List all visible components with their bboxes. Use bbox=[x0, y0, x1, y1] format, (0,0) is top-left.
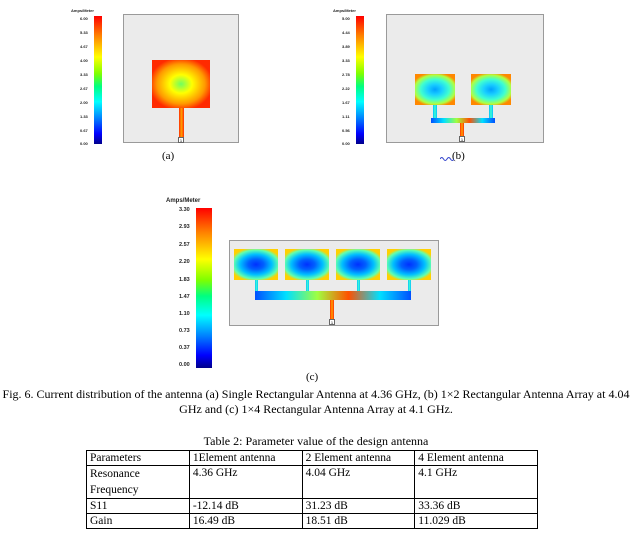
feed-branch bbox=[255, 280, 258, 292]
port-marker: 1 bbox=[459, 136, 465, 142]
simulation-panel bbox=[386, 14, 544, 143]
table-cell: 33.36 dB bbox=[414, 498, 538, 514]
colorbar-tick: 0.37 bbox=[179, 345, 190, 351]
colorbar-tick: 2.22 bbox=[342, 86, 350, 91]
table-cell: 16.49 dB bbox=[188, 513, 303, 529]
colorbar-tick: 3.30 bbox=[179, 207, 190, 213]
subfigure-label: (c) bbox=[306, 371, 319, 383]
table-row: Resonance Frequency 4.36 GHz 4.04 GHz 4.… bbox=[86, 465, 538, 499]
colorbar-tick: 2.78 bbox=[342, 72, 350, 77]
feed-line bbox=[330, 300, 334, 320]
colorbar-tick: 2.00 bbox=[80, 100, 88, 105]
feed-branch bbox=[306, 280, 309, 292]
feed-branch-right bbox=[489, 105, 493, 119]
spellcheck-squiggle bbox=[440, 157, 454, 161]
colorbar-tick: 0.00 bbox=[80, 141, 88, 146]
colorbar-tick: 0.67 bbox=[80, 128, 88, 133]
port-marker: 1 bbox=[178, 137, 184, 143]
feed-branch bbox=[408, 280, 411, 292]
table-cell: 18.51 dB bbox=[301, 513, 416, 529]
colorbar-tick: 2.57 bbox=[179, 242, 190, 248]
parameter-table: Parameters 1Element antenna 2 Element an… bbox=[86, 450, 538, 529]
feed-branch-left bbox=[433, 105, 437, 119]
colorbar-unit-label: Amps/Meter bbox=[166, 198, 201, 204]
colorbar-tick: 2.20 bbox=[179, 259, 190, 265]
patch-element-1 bbox=[415, 74, 455, 105]
colorbar-tick: 3.33 bbox=[342, 58, 350, 63]
colorbar bbox=[196, 208, 212, 368]
feed-line bbox=[179, 108, 184, 138]
feed-line bbox=[460, 123, 464, 137]
port-marker: 1 bbox=[329, 319, 335, 325]
colorbar-tick: 4.00 bbox=[80, 58, 88, 63]
table-title: Table 2: Parameter value of the design a… bbox=[203, 434, 429, 448]
colorbar bbox=[356, 16, 364, 144]
feed-network bbox=[431, 118, 495, 123]
patch-element-4 bbox=[387, 249, 431, 280]
colorbar-tick: 1.10 bbox=[179, 311, 190, 317]
subfigure-label: (a) bbox=[162, 150, 175, 162]
colorbar-tick: 2.93 bbox=[179, 224, 190, 230]
table-header-cell: Parameters bbox=[86, 450, 190, 466]
colorbar-tick: 1.83 bbox=[179, 277, 190, 283]
table-cell: S11 bbox=[86, 498, 190, 514]
table-cell: 4.36 GHz bbox=[188, 465, 303, 499]
colorbar-tick: 4.44 bbox=[342, 30, 350, 35]
colorbar-tick: 0.56 bbox=[342, 128, 350, 133]
colorbar-unit-label: Amps/Meter bbox=[71, 8, 94, 13]
subfigure-label: (b) bbox=[452, 150, 465, 162]
table-cell: 4.04 GHz bbox=[301, 465, 416, 499]
colorbar-tick: 1.47 bbox=[179, 294, 190, 300]
colorbar-tick: 2.67 bbox=[80, 86, 88, 91]
table-cell: 31.23 dB bbox=[301, 498, 416, 514]
feed-branch bbox=[357, 280, 360, 292]
colorbar-tick: 1.67 bbox=[342, 100, 350, 105]
colorbar-tick: 0.00 bbox=[179, 362, 190, 368]
patch-element-2 bbox=[471, 74, 511, 105]
table-row: Gain 16.49 dB 18.51 dB 11.029 dB bbox=[86, 513, 538, 529]
colorbar-tick: 1.11 bbox=[342, 114, 350, 119]
colorbar-tick: 4.67 bbox=[80, 44, 88, 49]
patch-element-2 bbox=[285, 249, 329, 280]
patch-element-1 bbox=[234, 249, 278, 280]
figure-caption: Fig. 6. Current distribution of the ante… bbox=[2, 387, 630, 416]
table-cell: Gain bbox=[86, 513, 190, 529]
colorbar-tick: 3.89 bbox=[342, 44, 350, 49]
patch-element-3 bbox=[336, 249, 380, 280]
colorbar-tick: 3.33 bbox=[80, 72, 88, 77]
colorbar-tick: 0.00 bbox=[342, 141, 350, 146]
colorbar-tick: 5.00 bbox=[342, 16, 350, 21]
table-header-cell: 2 Element antenna bbox=[301, 450, 416, 466]
table-header-cell: 1Element antenna bbox=[188, 450, 303, 466]
table-cell: 4.1 GHz bbox=[414, 465, 538, 499]
table-header-row: Parameters 1Element antenna 2 Element an… bbox=[86, 450, 538, 466]
colorbar bbox=[94, 16, 102, 144]
table-row: S11 -12.14 dB 31.23 dB 33.36 dB bbox=[86, 498, 538, 514]
patch-element bbox=[152, 60, 210, 108]
colorbar-tick: 5.33 bbox=[80, 30, 88, 35]
colorbar-tick: 1.33 bbox=[80, 114, 88, 119]
feed-network bbox=[255, 291, 411, 300]
table-cell: Resonance Frequency bbox=[86, 465, 190, 499]
colorbar-tick: 6.00 bbox=[80, 16, 88, 21]
colorbar-unit-label: Amps/Meter bbox=[333, 8, 356, 13]
table-cell: -12.14 dB bbox=[188, 498, 303, 514]
table-header-cell: 4 Element antenna bbox=[414, 450, 538, 466]
colorbar-tick: 0.73 bbox=[179, 328, 190, 334]
table-cell: 11.029 dB bbox=[414, 513, 538, 529]
